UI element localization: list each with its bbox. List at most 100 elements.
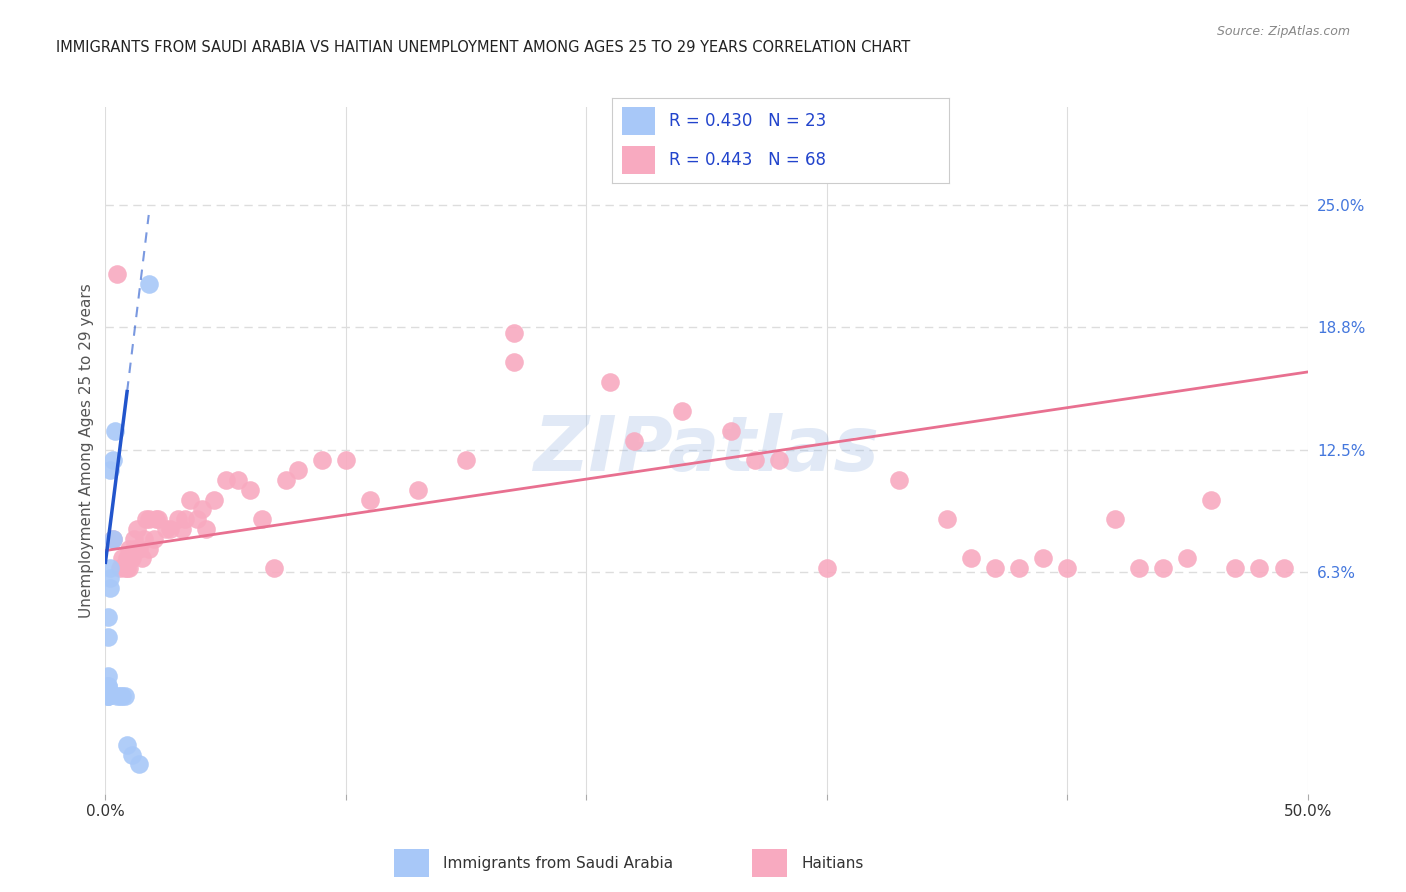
Point (132, 532, 155, 546)
Point (744, 453, 766, 467)
Point (311, 453, 333, 467)
Point (274, 473, 297, 487)
Text: R = 0.430   N = 23: R = 0.430 N = 23 (669, 112, 827, 129)
Point (97, 689, 120, 703)
Point (148, 512, 170, 526)
Point (1175, 551, 1198, 566)
Point (226, 473, 249, 487)
Point (1008, 561, 1031, 575)
Point (214, 473, 236, 487)
Point (503, 326, 526, 340)
Point (97, 689, 120, 703)
Point (131, 551, 153, 566)
Point (115, 561, 138, 575)
Point (159, 522, 181, 536)
Point (599, 375, 621, 389)
Point (173, 512, 195, 526)
Point (1128, 561, 1150, 575)
Point (98, 561, 121, 575)
Point (936, 512, 959, 526)
Point (179, 492, 201, 507)
Point (984, 561, 1007, 575)
Point (98, 571, 121, 585)
Point (186, 512, 208, 526)
Point (1249, 561, 1271, 575)
Point (135, 512, 157, 526)
Point (503, 355, 526, 369)
Point (454, 453, 477, 467)
FancyBboxPatch shape (621, 107, 655, 135)
Point (166, 512, 188, 526)
Point (97, 669, 120, 683)
Point (239, 483, 262, 497)
Point (118, 561, 141, 575)
Point (128, 757, 150, 772)
Point (97, 689, 120, 703)
Text: ZIPatlas: ZIPatlas (533, 414, 880, 487)
Point (145, 512, 167, 526)
Point (97, 679, 120, 693)
Text: R = 0.443   N = 68: R = 0.443 N = 68 (669, 152, 825, 169)
Point (768, 453, 790, 467)
Point (195, 522, 218, 536)
Point (720, 424, 742, 438)
Point (128, 541, 150, 556)
Point (118, 541, 141, 556)
Point (359, 492, 381, 507)
Point (107, 267, 129, 281)
Point (202, 492, 225, 507)
Point (101, 532, 124, 546)
Y-axis label: Unemployment Among Ages 25 to 29 years: Unemployment Among Ages 25 to 29 years (79, 283, 94, 618)
Point (1272, 561, 1295, 575)
Point (263, 561, 285, 575)
Bar (752, 849, 787, 877)
Point (1225, 561, 1247, 575)
Point (121, 747, 143, 762)
Point (107, 689, 129, 703)
Text: Immigrants from Saudi Arabia: Immigrants from Saudi Arabia (443, 855, 673, 871)
Point (115, 738, 138, 752)
Point (1032, 551, 1054, 566)
Point (1152, 561, 1174, 575)
Point (960, 551, 983, 566)
Point (124, 532, 146, 546)
Point (406, 483, 429, 497)
Point (101, 453, 124, 467)
Point (124, 541, 146, 556)
Point (138, 512, 160, 526)
Point (142, 532, 165, 546)
Point (190, 502, 212, 516)
Point (1104, 512, 1126, 526)
Point (97, 610, 120, 624)
Point (138, 541, 160, 556)
Point (104, 424, 127, 438)
Point (108, 561, 131, 575)
Point (111, 551, 134, 566)
Point (111, 689, 134, 703)
Point (115, 551, 138, 566)
Point (1056, 561, 1078, 575)
Point (98, 581, 121, 595)
Text: Source: ZipAtlas.com: Source: ZipAtlas.com (1216, 25, 1350, 38)
Point (887, 473, 910, 487)
Point (114, 561, 136, 575)
Point (101, 532, 124, 546)
Point (250, 512, 273, 526)
Point (125, 522, 148, 536)
Point (623, 434, 645, 448)
Point (121, 551, 143, 566)
Point (155, 522, 177, 536)
Point (98, 463, 121, 477)
Point (108, 689, 131, 703)
Point (114, 689, 136, 703)
Point (138, 277, 160, 291)
Text: IMMIGRANTS FROM SAUDI ARABIA VS HAITIAN UNEMPLOYMENT AMONG AGES 25 TO 29 YEARS C: IMMIGRANTS FROM SAUDI ARABIA VS HAITIAN … (56, 40, 911, 55)
Point (1201, 492, 1223, 507)
Point (97, 679, 120, 693)
FancyBboxPatch shape (621, 146, 655, 175)
Point (287, 463, 309, 477)
Bar (394, 849, 429, 877)
Point (671, 404, 693, 418)
Point (172, 522, 194, 536)
Point (335, 453, 357, 467)
